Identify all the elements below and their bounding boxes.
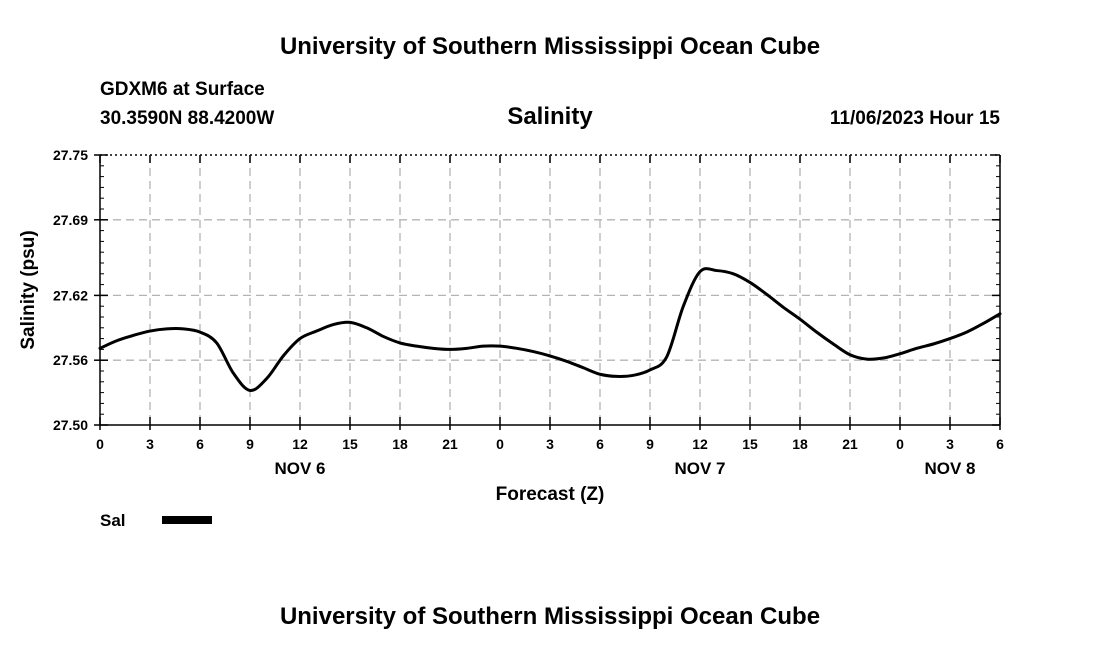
data-point xyxy=(832,343,834,345)
x-tick-label: 18 xyxy=(792,436,808,452)
data-point xyxy=(849,354,851,356)
chart-title: Salinity xyxy=(507,103,593,130)
data-point xyxy=(766,293,768,295)
x-day-label: NOV 8 xyxy=(924,459,975,478)
data-point xyxy=(999,313,1001,315)
data-point xyxy=(982,322,984,325)
data-point xyxy=(182,328,184,330)
data-point xyxy=(816,331,818,333)
data-point xyxy=(616,375,618,377)
y-tick-label: 27.75 xyxy=(53,147,88,163)
data-point xyxy=(582,367,584,369)
data-point xyxy=(282,355,284,357)
data-point xyxy=(732,273,734,275)
data-point xyxy=(799,318,801,320)
data-point xyxy=(366,327,368,329)
valid-time-label: 11/06/2023 Hour 15 xyxy=(830,108,1000,129)
data-point xyxy=(99,347,101,349)
location-label: 30.3590N 88.4200W xyxy=(100,108,274,129)
x-tick-label: 21 xyxy=(442,436,458,452)
y-tick-label: 27.69 xyxy=(53,212,88,228)
data-point xyxy=(899,353,901,355)
data-point xyxy=(482,345,484,347)
data-point xyxy=(549,355,551,357)
series-layer xyxy=(98,267,1002,392)
data-point xyxy=(499,345,501,347)
data-point xyxy=(399,342,401,344)
data-point xyxy=(299,338,301,340)
page-title: University of Southern Mississippi Ocean… xyxy=(280,33,820,60)
y-tick-label: 27.50 xyxy=(53,417,88,433)
data-point xyxy=(782,306,784,308)
data-point xyxy=(332,323,334,326)
x-tick-label: 3 xyxy=(146,436,154,452)
x-tick-label: 6 xyxy=(996,436,1004,452)
x-tick-label: 12 xyxy=(692,436,708,452)
x-tick-label: 0 xyxy=(96,436,104,452)
data-point xyxy=(532,350,534,353)
axis-ticks xyxy=(94,154,1001,430)
station-label: GDXM6 at Surface xyxy=(100,79,265,100)
footer-title: University of Southern Mississippi Ocean… xyxy=(280,603,820,630)
data-point xyxy=(749,281,751,284)
x-tick-label: 3 xyxy=(546,436,554,452)
x-tick-label: 18 xyxy=(392,436,408,452)
x-tick-label: 0 xyxy=(496,436,504,452)
data-point xyxy=(516,347,518,349)
x-tick-label: 0 xyxy=(896,436,904,452)
x-day-label: NOV 6 xyxy=(274,459,325,478)
data-point xyxy=(349,321,351,323)
y-tick-label: 27.56 xyxy=(53,352,88,368)
x-tick-label: 3 xyxy=(946,436,954,452)
data-point xyxy=(216,342,218,344)
data-point xyxy=(882,357,884,359)
data-point xyxy=(249,389,251,392)
data-point xyxy=(649,369,651,371)
data-point xyxy=(632,374,634,376)
data-point xyxy=(949,338,951,340)
data-point xyxy=(666,356,668,358)
data-point xyxy=(966,331,968,333)
y-tick-label: 27.62 xyxy=(53,287,88,303)
data-point xyxy=(716,269,718,272)
data-point xyxy=(466,347,468,349)
data-point xyxy=(699,271,701,273)
data-point xyxy=(566,360,568,362)
legend: Sal xyxy=(100,511,212,530)
data-point xyxy=(449,348,451,350)
data-point xyxy=(316,330,318,332)
data-point xyxy=(932,343,934,345)
data-point xyxy=(232,372,234,374)
grid-lines xyxy=(100,155,1000,425)
legend-label: Sal xyxy=(100,511,126,530)
x-tick-label: 12 xyxy=(292,436,308,452)
x-tick-label: 6 xyxy=(196,436,204,452)
data-point xyxy=(199,331,201,333)
data-point xyxy=(682,305,684,307)
x-tick-label: 21 xyxy=(842,436,858,452)
tick-labels: 27.50 27.56 27.62 27.69 27.75 0 3 6 9 12 15 18 21 0 3 6… xyxy=(53,147,1004,478)
x-tick-label: 9 xyxy=(246,436,254,452)
data-point xyxy=(149,330,151,332)
x-tick-label: 6 xyxy=(596,436,604,452)
data-point xyxy=(432,347,434,349)
data-point xyxy=(416,345,418,347)
x-tick-label: 9 xyxy=(646,436,654,452)
x-tick-label: 15 xyxy=(342,436,358,452)
x-tick-label: 15 xyxy=(742,436,758,452)
data-point xyxy=(382,335,384,338)
x-day-label: NOV 7 xyxy=(674,459,725,478)
data-point xyxy=(116,340,118,342)
x-axis-label: Forecast (Z) xyxy=(496,484,605,505)
data-point xyxy=(166,328,168,330)
data-point xyxy=(916,347,918,349)
y-axis-label: Salinity (psu) xyxy=(18,230,39,349)
data-point xyxy=(599,373,601,375)
data-point xyxy=(132,334,134,336)
data-point xyxy=(266,377,268,380)
data-point xyxy=(866,358,868,360)
